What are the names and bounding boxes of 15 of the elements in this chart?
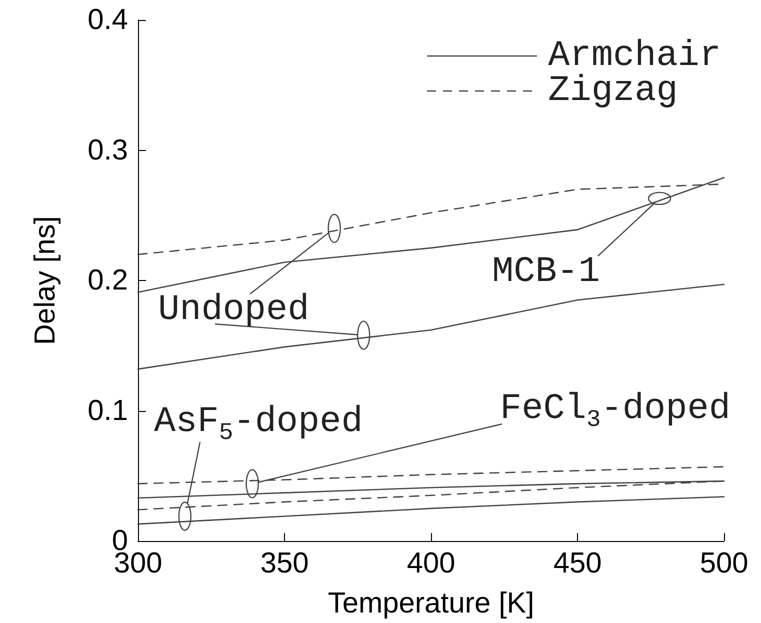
annotation: FeCl$_{3}$-doped <box>500 388 730 434</box>
legend-label: Zigzag <box>548 70 678 110</box>
y-tick-label: 0.3 <box>88 134 128 166</box>
y-tick-label: 0.1 <box>88 394 128 427</box>
x-tick-label: 450 <box>553 548 602 580</box>
y-tick-label: 0.4 <box>88 4 128 36</box>
y-axis-title: Delay [ns] <box>30 216 62 345</box>
y-tick-label: 0.2 <box>88 264 128 296</box>
x-tick-label: 500 <box>700 548 748 580</box>
annotation: MCB-1 <box>492 251 600 292</box>
x-axis-title: Temperature [K] <box>328 588 534 620</box>
x-tick-label: 350 <box>260 548 309 580</box>
annotation: AsF$_{5}$-doped <box>154 401 363 448</box>
x-tick-label: 400 <box>406 548 456 580</box>
annotation: Undoped <box>158 289 310 330</box>
